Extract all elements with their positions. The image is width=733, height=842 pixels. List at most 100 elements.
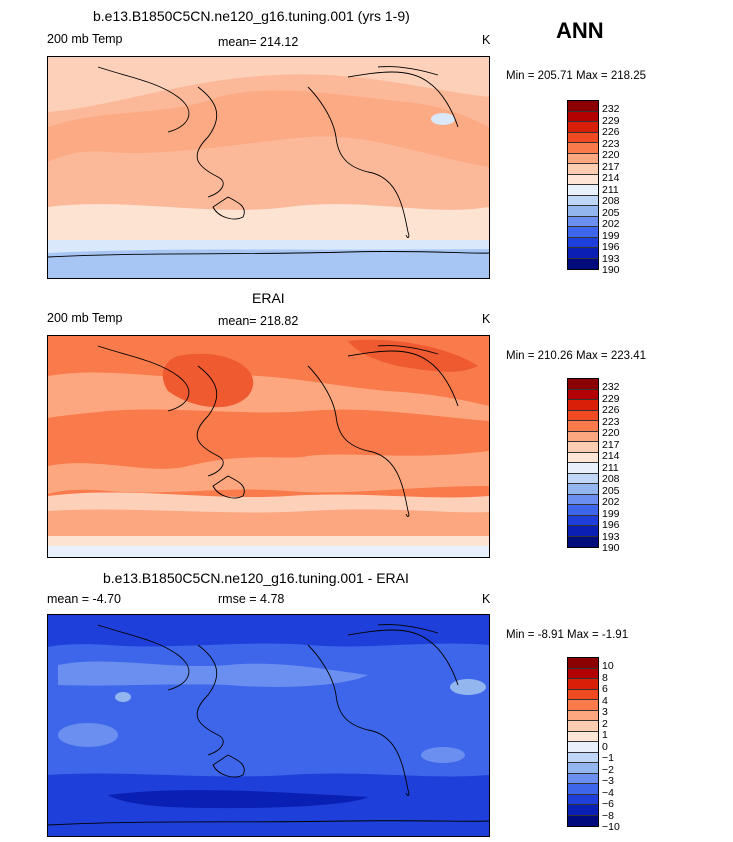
- panel-1-map: [47, 56, 490, 279]
- panel-3-colorbar-labels: 10 8 6 4 3 2 1 0 −1 −2 −3 −4 −6 −8 −10: [602, 660, 620, 834]
- panel-2-colorbar-swatch: [568, 515, 598, 526]
- panel-3-colorbar-swatch: [568, 679, 598, 690]
- panel-3-level: −2: [602, 763, 614, 776]
- panel-2-colorbar-swatch: [568, 473, 598, 484]
- panel-3-colorbar-swatch: [568, 784, 598, 795]
- panel-2-level: 208: [602, 473, 620, 485]
- panel-3-colorbar-swatch: [568, 689, 598, 700]
- panel-1-colorbar-swatch: [568, 143, 598, 154]
- panel-2-minmax: Min = 210.26 Max = 223.41: [506, 350, 647, 362]
- panel-2-level: 199: [602, 507, 620, 520]
- panel-2-colorbar-swatch: [568, 484, 598, 495]
- panel-3-colorbar-swatch: [568, 700, 598, 711]
- panel-1-colorbar-swatch: [568, 216, 598, 227]
- panel-3-mean-label: mean = -4.70: [47, 592, 122, 606]
- panel-1-level: 214: [602, 172, 620, 184]
- panel-1-level: 193: [602, 252, 620, 265]
- panel-3-colorbar-swatch: [568, 721, 598, 732]
- panel-2-contour-plot: [48, 336, 489, 557]
- panel-3-colorbar-swatch: [568, 773, 598, 784]
- panel-1-level: 232: [602, 103, 620, 115]
- panel-1-level: 196: [602, 241, 620, 253]
- panel-3-level: 1: [602, 729, 608, 741]
- panel-3-colorbar-swatch: [568, 815, 598, 826]
- panel-2-mean-label: mean= 218.82: [218, 314, 299, 328]
- season-label: ANN: [556, 18, 604, 43]
- panel-2-colorbar-swatch: [568, 379, 598, 390]
- panel-1-colorbar-swatch: [568, 153, 598, 164]
- panel-2-map: [47, 335, 490, 558]
- panel-1-title: b.e13.B1850C5CN.ne120_g16.tuning.001 (yr…: [93, 8, 410, 24]
- panel-3-level: −1: [602, 752, 614, 764]
- panel-3-level: −4: [602, 786, 614, 799]
- panel-3-colorbar-swatch: [568, 710, 598, 721]
- panel-1-level: 190: [602, 264, 620, 276]
- panel-3-level: 6: [602, 683, 608, 695]
- panel-2-colorbar-swatch: [568, 431, 598, 442]
- panel-1-unit-label: K: [482, 33, 491, 47]
- panel-2-variable-label: 200 mb Temp: [47, 311, 123, 325]
- panel-3-level: 8: [602, 671, 608, 684]
- panel-1-colorbar-swatch: [568, 227, 598, 238]
- panel-2-level: 232: [602, 381, 620, 393]
- panel-3-title: b.e13.B1850C5CN.ne120_g16.tuning.001 - E…: [103, 570, 409, 586]
- panel-2-colorbar-swatch: [568, 463, 598, 474]
- panel-1-colorbar-swatch: [568, 164, 598, 175]
- panel-2-level: 202: [602, 496, 620, 508]
- panel-2-colorbar: [567, 378, 599, 548]
- panel-1-colorbar-swatch: [568, 122, 598, 133]
- panel-2-colorbar-swatch: [568, 526, 598, 537]
- panel-1-colorbar-swatch: [568, 195, 598, 206]
- panel-3-rmse-label: rmse = 4.78: [218, 592, 285, 606]
- panel-1-level: 217: [602, 160, 620, 173]
- panel-2-level: 205: [602, 484, 620, 497]
- panel-2-colorbar-swatch: [568, 389, 598, 400]
- panel-3-colorbar-swatch: [568, 794, 598, 805]
- panel-3-contour-plot: [48, 615, 489, 836]
- panel-1-colorbar-swatch: [568, 248, 598, 259]
- panel-1-contour-plot: [48, 57, 489, 278]
- panel-2-colorbar-swatch: [568, 442, 598, 453]
- panel-3-level: −6: [602, 798, 614, 810]
- panel-1-colorbar: [567, 100, 599, 270]
- panel-3-colorbar-swatch: [568, 752, 598, 763]
- panel-2-level: 190: [602, 542, 620, 554]
- panel-1-level: 205: [602, 206, 620, 219]
- panel-1-level: 226: [602, 126, 620, 138]
- panel-3-colorbar-swatch: [568, 805, 598, 816]
- panel-1-colorbar-swatch: [568, 206, 598, 217]
- panel-2-level: 217: [602, 438, 620, 451]
- panel-1-colorbar-swatch: [568, 237, 598, 248]
- panel-1-level: 208: [602, 195, 620, 207]
- panel-2-level: 226: [602, 404, 620, 416]
- panel-1-level: 199: [602, 229, 620, 242]
- panel-2-colorbar-swatch: [568, 400, 598, 411]
- panel-3-map: [47, 614, 490, 837]
- panel-2-level: 193: [602, 530, 620, 543]
- panel-1-colorbar-swatch: [568, 101, 598, 112]
- panel-3-unit-label: K: [482, 592, 491, 606]
- panel-3-colorbar-swatch: [568, 668, 598, 679]
- panel-1-colorbar-swatch: [568, 174, 598, 185]
- panel-1-level: 202: [602, 218, 620, 230]
- panel-2-level: 214: [602, 450, 620, 462]
- panel-1-mean-label: mean= 214.12: [218, 35, 299, 49]
- panel-3-minmax: Min = -8.91 Max = -1.91: [506, 629, 629, 641]
- panel-3-level: 10: [602, 660, 614, 672]
- panel-1-level: 223: [602, 137, 620, 150]
- panel-2-level: 220: [602, 427, 620, 439]
- panel-3-colorbar: [567, 657, 599, 827]
- panel-2-level: 196: [602, 519, 620, 531]
- panel-2-level: 229: [602, 392, 620, 405]
- panel-3-level: 4: [602, 694, 608, 707]
- panel-3-level: 3: [602, 706, 608, 718]
- panel-1-colorbar-labels: 232 229 226 223 220 217 214 211 208 205 …: [602, 103, 620, 277]
- panel-2-colorbar-labels: 232 229 226 223 220 217 214 211 208 205 …: [602, 381, 620, 555]
- panel-3-level: −3: [602, 775, 614, 787]
- panel-2-colorbar-swatch: [568, 410, 598, 421]
- panel-1-colorbar-swatch: [568, 258, 598, 269]
- panel-3-colorbar-swatch: [568, 742, 598, 753]
- panel-1-minmax: Min = 205.71 Max = 218.25: [506, 70, 647, 82]
- panel-1-level: 229: [602, 114, 620, 127]
- panel-3-level: −8: [602, 809, 614, 822]
